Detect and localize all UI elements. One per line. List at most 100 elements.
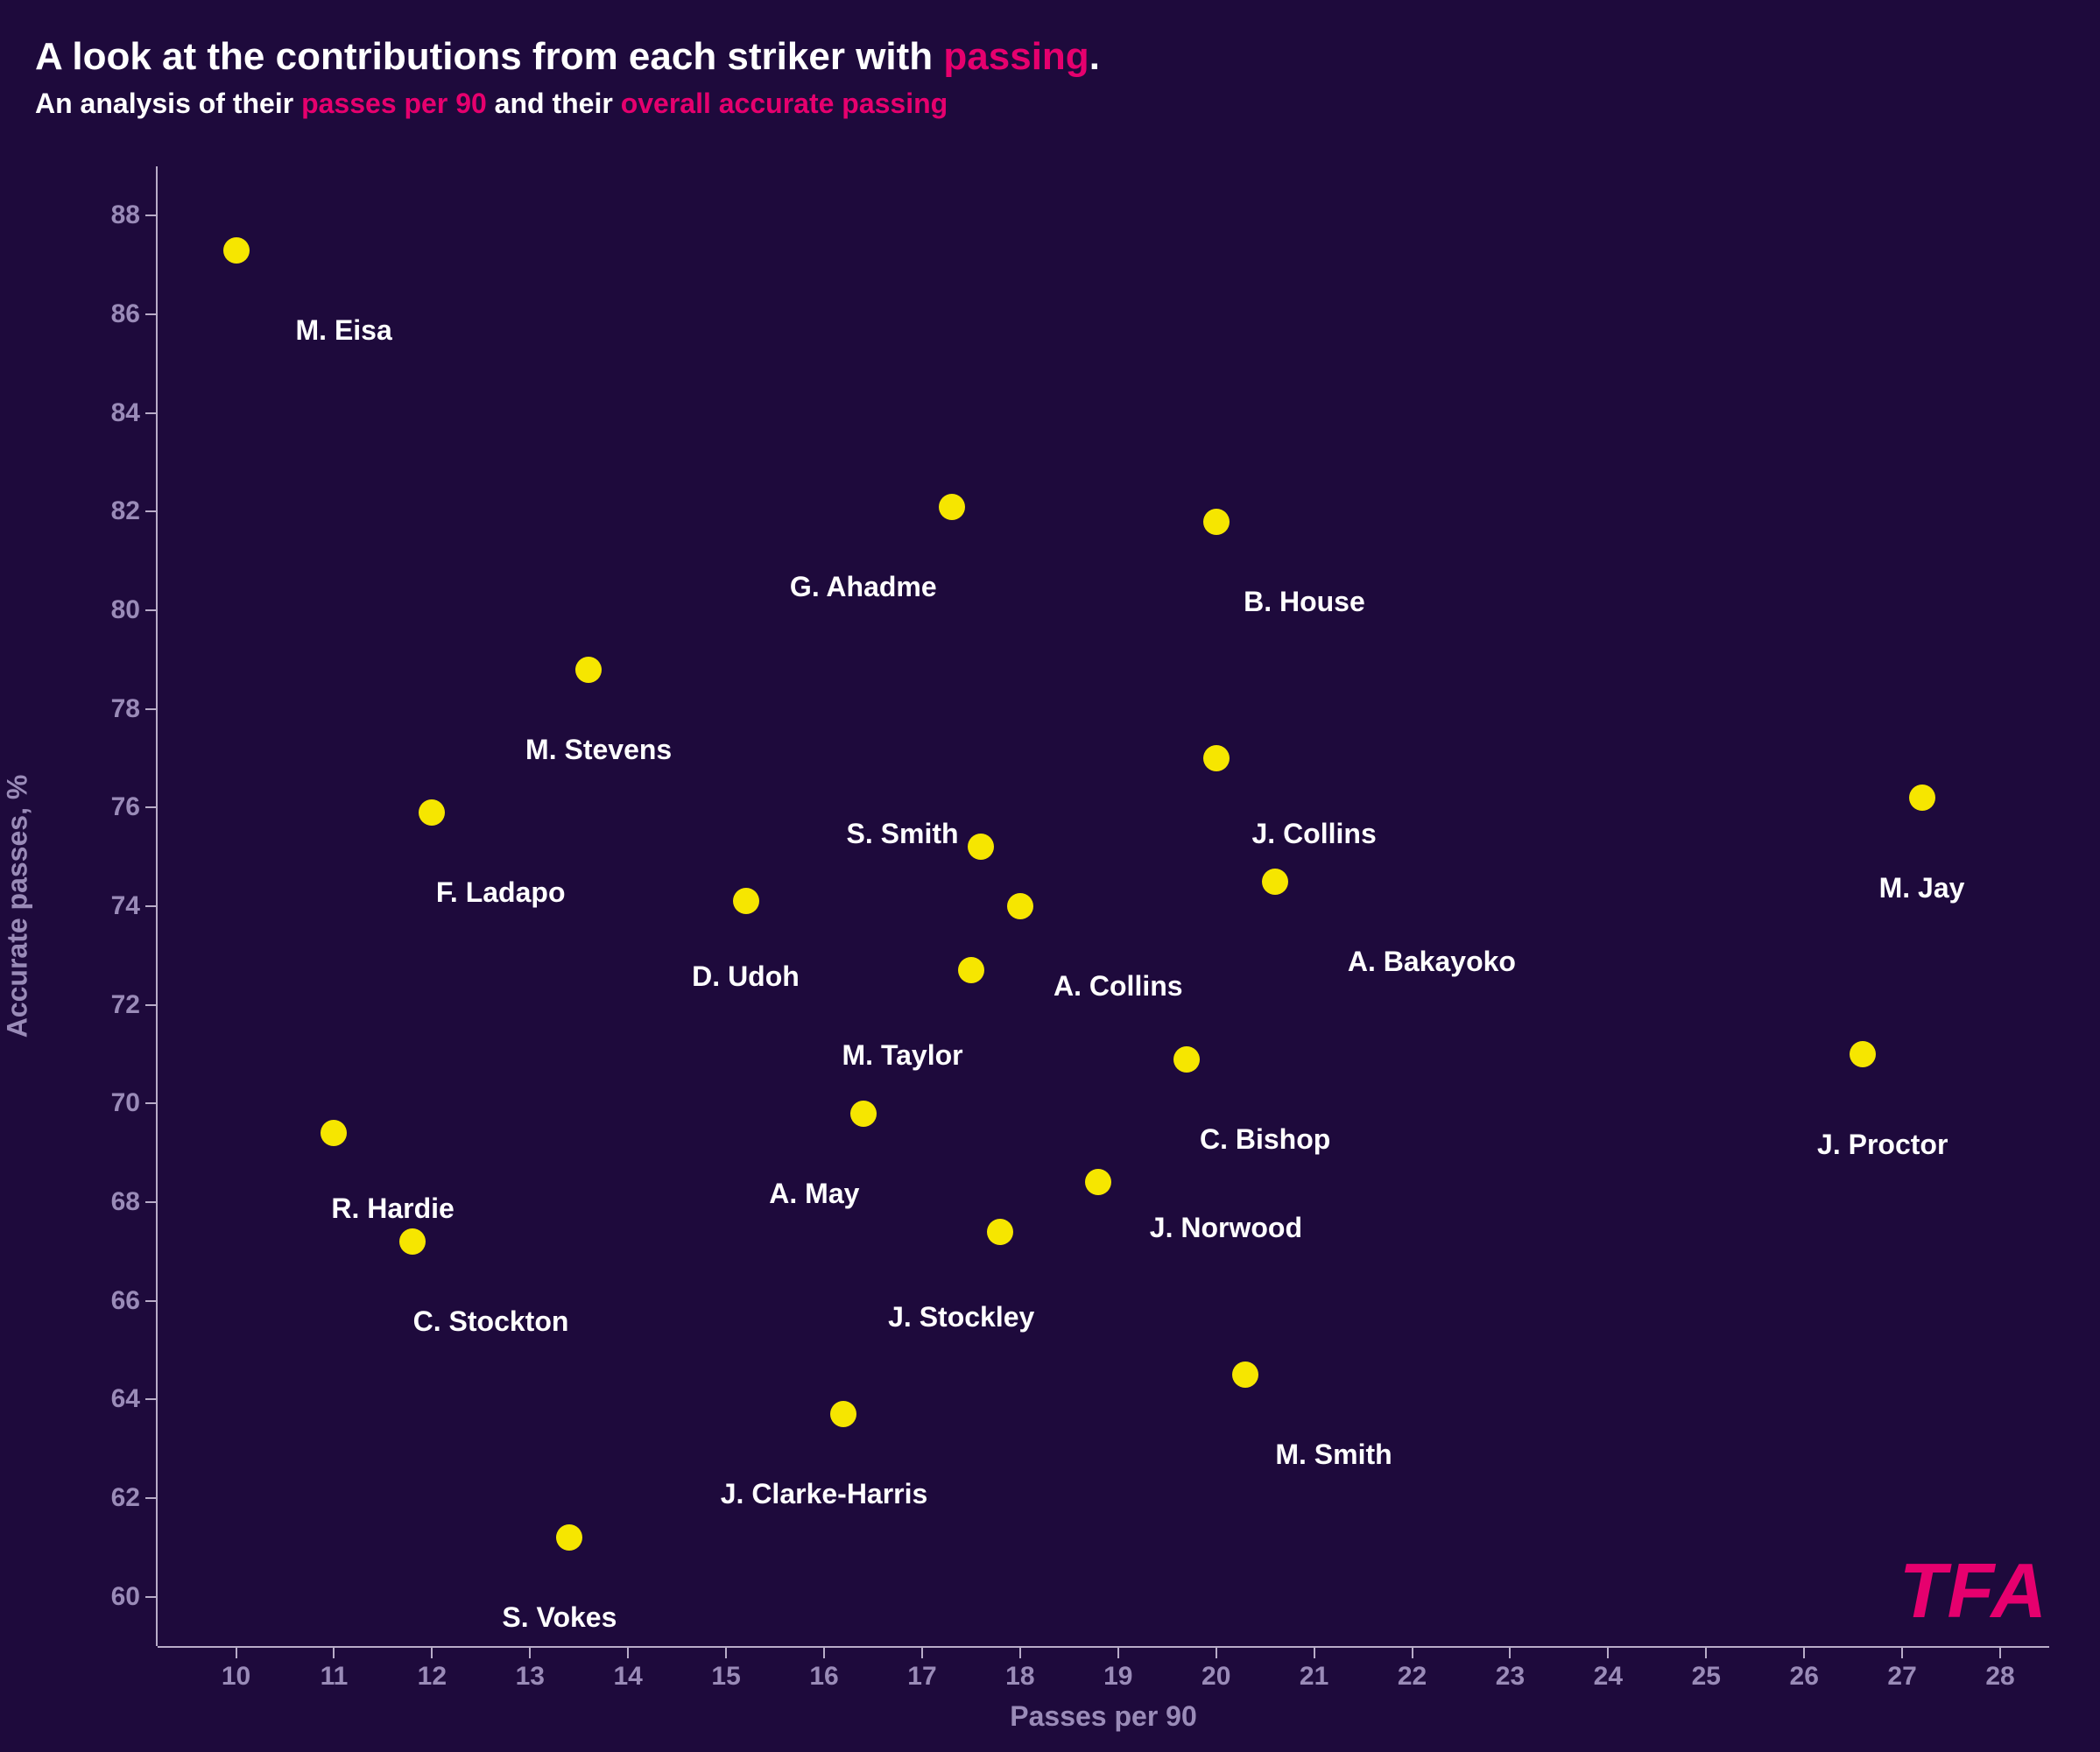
y-tick [145, 609, 158, 611]
x-tick-label: 12 [397, 1662, 467, 1692]
data-point-label: C. Bishop [1200, 1123, 1330, 1156]
x-tick-label: 18 [985, 1662, 1055, 1692]
data-point [733, 888, 759, 914]
x-tick-label: 26 [1769, 1662, 1839, 1692]
x-tick-label: 22 [1378, 1662, 1448, 1692]
x-tick [921, 1646, 923, 1658]
data-point [939, 494, 965, 520]
data-point [987, 1219, 1013, 1245]
x-tick [1705, 1646, 1707, 1658]
data-point-label: J. Proctor [1817, 1129, 1948, 1161]
x-tick-label: 21 [1279, 1662, 1349, 1692]
y-tick [145, 1102, 158, 1104]
y-tick [145, 905, 158, 907]
data-point-label: J. Collins [1251, 818, 1376, 850]
y-tick-label: 60 [61, 1582, 140, 1612]
y-tick-label: 72 [61, 990, 140, 1020]
x-tick-label: 20 [1181, 1662, 1251, 1692]
x-tick [1117, 1646, 1119, 1658]
data-point-label: A. Collins [1054, 970, 1183, 1003]
y-tick-label: 76 [61, 792, 140, 822]
data-point-label: D. Udoh [692, 960, 800, 993]
data-point [1203, 745, 1230, 771]
data-point-label: R. Hardie [331, 1193, 454, 1225]
data-point-label: A. Bakayoko [1348, 946, 1516, 978]
x-tick [1999, 1646, 2001, 1658]
y-tick-label: 68 [61, 1187, 140, 1217]
y-tick [145, 806, 158, 808]
y-tick [145, 412, 158, 414]
x-tick [431, 1646, 433, 1658]
y-tick-label: 66 [61, 1286, 140, 1316]
x-tick-label: 16 [789, 1662, 859, 1692]
data-point-label: S. Smith [847, 818, 959, 850]
data-point [1262, 869, 1288, 895]
x-tick [1412, 1646, 1413, 1658]
data-point-label: M. Smith [1275, 1439, 1392, 1471]
data-point [556, 1524, 582, 1551]
data-point-label: J. Clarke-Harris [721, 1478, 928, 1510]
data-point-label: J. Stockley [888, 1301, 1034, 1333]
data-point [1085, 1169, 1111, 1195]
data-point-label: G. Ahadme [790, 571, 937, 603]
data-point [1203, 509, 1230, 535]
data-point [830, 1401, 856, 1427]
data-point-label: F. Ladapo [436, 876, 566, 909]
scatter-chart: A look at the contributions from each st… [0, 0, 2100, 1752]
y-tick [145, 1201, 158, 1203]
x-tick-label: 27 [1867, 1662, 1937, 1692]
data-point [1173, 1046, 1200, 1073]
data-point [968, 834, 994, 860]
data-point [575, 657, 602, 683]
x-tick-label: 11 [299, 1662, 369, 1692]
x-tick-label: 15 [691, 1662, 761, 1692]
x-tick [1803, 1646, 1805, 1658]
y-tick-label: 86 [61, 299, 140, 329]
x-tick [823, 1646, 825, 1658]
x-tick-label: 24 [1573, 1662, 1643, 1692]
data-point [399, 1228, 426, 1255]
data-point [1007, 893, 1033, 919]
y-axis-label: Accurate passes, % [2, 775, 34, 1038]
y-tick-label: 88 [61, 201, 140, 230]
x-tick [627, 1646, 629, 1658]
data-point [1909, 785, 1935, 811]
y-tick-label: 70 [61, 1088, 140, 1118]
y-tick [145, 313, 158, 315]
x-tick [333, 1646, 335, 1658]
data-point-label: A. May [769, 1178, 859, 1210]
y-tick [145, 1004, 158, 1006]
x-tick [1509, 1646, 1511, 1658]
data-point-label: M. Stevens [525, 734, 672, 766]
data-point [419, 799, 445, 826]
x-tick [1607, 1646, 1609, 1658]
data-point-label: B. House [1244, 586, 1365, 618]
y-tick-label: 78 [61, 694, 140, 724]
x-tick-label: 13 [495, 1662, 565, 1692]
y-tick-label: 82 [61, 496, 140, 526]
data-point-label: M. Taylor [842, 1039, 963, 1072]
y-tick [145, 510, 158, 512]
chart-title: A look at the contributions from each st… [35, 35, 1100, 79]
data-point [850, 1101, 877, 1127]
data-point [1850, 1041, 1876, 1067]
x-tick-label: 23 [1475, 1662, 1545, 1692]
y-tick [145, 1398, 158, 1400]
x-tick [1314, 1646, 1315, 1658]
data-point-label: J. Norwood [1150, 1212, 1302, 1244]
y-tick-label: 80 [61, 595, 140, 625]
y-tick [145, 1596, 158, 1598]
x-tick-label: 14 [593, 1662, 663, 1692]
data-point [1232, 1361, 1258, 1388]
x-axis-line [158, 1646, 2049, 1648]
data-point [321, 1120, 347, 1146]
y-tick [145, 708, 158, 710]
data-point-label: M. Jay [1879, 872, 1965, 904]
x-tick-label: 17 [887, 1662, 957, 1692]
y-tick [145, 215, 158, 216]
x-axis-label: Passes per 90 [972, 1700, 1235, 1733]
x-tick [725, 1646, 727, 1658]
data-point [958, 957, 984, 983]
x-tick [1901, 1646, 1903, 1658]
x-tick [529, 1646, 531, 1658]
